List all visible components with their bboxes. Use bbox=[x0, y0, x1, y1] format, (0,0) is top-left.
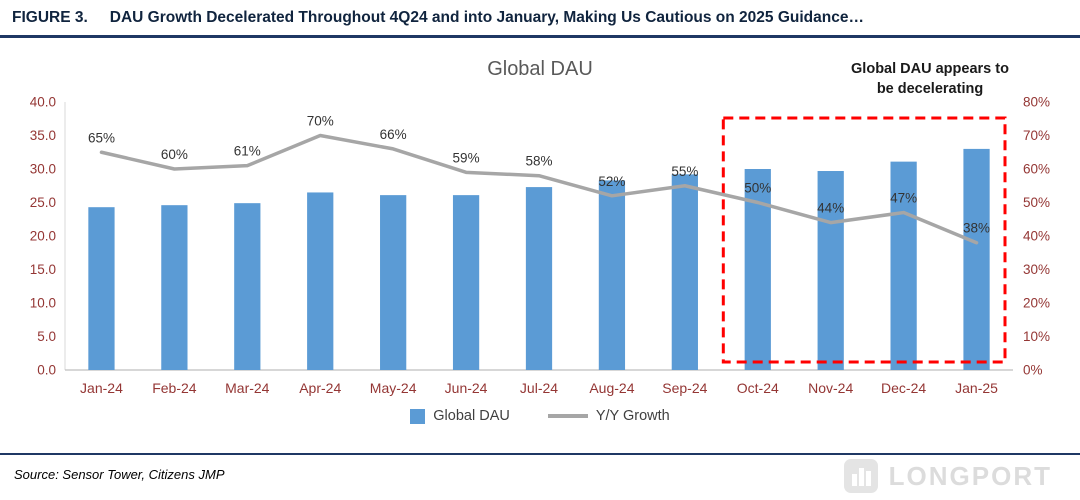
line-data-label-Apr-24: 70% bbox=[307, 114, 334, 129]
bar-May-24 bbox=[380, 195, 407, 370]
legend-label-global-dau: Global DAU bbox=[433, 408, 510, 424]
chart-canvas: 0.0 5.0 10.0 15.0 20.0 25.0 30.0 35.0 40.0 0% 10% 2… bbox=[30, 95, 1050, 397]
left-axis-tick: 0.0 bbox=[37, 363, 56, 378]
x-axis-label: Dec-24 bbox=[881, 380, 926, 396]
bar-Mar-24 bbox=[234, 203, 261, 370]
left-axis-tick: 30.0 bbox=[30, 162, 56, 177]
x-axis-label: Jul-24 bbox=[520, 380, 558, 396]
line-data-label-Jun-24: 59% bbox=[453, 150, 480, 165]
bar-Sep-24 bbox=[671, 174, 698, 370]
x-axis-label: Apr-24 bbox=[299, 380, 341, 396]
x-axis-label: Aug-24 bbox=[589, 380, 634, 396]
left-axis-tick: 40.0 bbox=[30, 95, 56, 110]
line-data-label-Aug-24: 52% bbox=[598, 174, 625, 189]
bar-Jan-25 bbox=[963, 148, 990, 370]
left-axis-tick: 35.0 bbox=[30, 128, 56, 143]
bar-Jun-24 bbox=[452, 195, 480, 370]
line-data-label-Sep-24: 55% bbox=[671, 164, 698, 179]
bar-Jan-24 bbox=[88, 207, 115, 370]
line-data-label-Jan-24: 65% bbox=[88, 130, 115, 145]
left-axis-tick: 25.0 bbox=[30, 195, 56, 210]
bar-Nov-24 bbox=[817, 171, 844, 370]
x-axis-label: Oct-24 bbox=[737, 380, 779, 396]
right-axis-tick: 20% bbox=[1023, 296, 1050, 311]
chart-title: Global DAU bbox=[487, 58, 593, 80]
bar-Jul-24 bbox=[525, 187, 553, 370]
line-data-label-Jul-24: 58% bbox=[525, 154, 552, 169]
x-axis-label: Nov-24 bbox=[808, 380, 853, 396]
bar-Aug-24 bbox=[598, 180, 626, 370]
longport-watermark: LONGPORT bbox=[843, 458, 1052, 494]
right-axis-tick: 30% bbox=[1023, 262, 1050, 277]
right-axis-tick: 60% bbox=[1023, 162, 1050, 177]
yy-growth-line bbox=[99, 133, 979, 245]
x-axis-label: Jun-24 bbox=[445, 380, 488, 396]
x-axis-label: Jan-24 bbox=[80, 380, 123, 396]
line-data-label-Jan-25: 38% bbox=[963, 221, 990, 236]
left-axis-tick: 15.0 bbox=[30, 262, 56, 277]
bar-Feb-24 bbox=[161, 205, 188, 370]
longport-logo-icon bbox=[843, 459, 878, 493]
right-axis-tick: 50% bbox=[1023, 195, 1050, 210]
figure-footer: Source: Sensor Tower, Citizens JMP LONGP… bbox=[0, 453, 1080, 500]
highlight-box bbox=[721, 116, 1007, 364]
legend-item-global-dau: Global DAU bbox=[410, 408, 510, 424]
legend-line-swatch-icon bbox=[547, 414, 588, 418]
line-data-label-Mar-24: 61% bbox=[234, 144, 261, 159]
figure-label: FIGURE 3. bbox=[12, 9, 88, 26]
figure-title: DAU Growth Decelerated Throughout 4Q24 a… bbox=[109, 9, 864, 26]
x-axis-label: Mar-24 bbox=[225, 380, 270, 396]
line-data-label-Dec-24: 47% bbox=[890, 191, 917, 206]
legend-label-yy-growth: Y/Y Growth bbox=[595, 408, 670, 424]
source-note: Source: Sensor Tower, Citizens JMP bbox=[14, 467, 225, 482]
right-axis-tick: 70% bbox=[1023, 128, 1050, 143]
right-axis-tick: 80% bbox=[1023, 95, 1050, 110]
right-axis-tick: 10% bbox=[1023, 329, 1050, 344]
legend-item-yy-growth: Y/Y Growth bbox=[547, 408, 670, 424]
chart-legend: Global DAU Y/Y Growth bbox=[0, 408, 1080, 424]
left-axis-tick: 5.0 bbox=[37, 329, 56, 344]
watermark-text: LONGPORT bbox=[888, 460, 1052, 491]
right-axis-tick: 40% bbox=[1023, 229, 1050, 244]
chart-annotation: Global DAU appears to be decelerating bbox=[851, 61, 1009, 97]
bar-Apr-24 bbox=[307, 192, 334, 370]
legend-bar-swatch-icon bbox=[410, 408, 426, 424]
figure-header: FIGURE 3. DAU Growth Decelerated Througho… bbox=[0, 0, 1080, 38]
line-data-label-Nov-24: 44% bbox=[817, 201, 844, 216]
line-data-label-May-24: 66% bbox=[380, 127, 407, 142]
x-axis-label: Jan-25 bbox=[955, 380, 998, 396]
left-axis-tick: 10.0 bbox=[30, 296, 56, 311]
line-data-label-Feb-24: 60% bbox=[161, 147, 188, 162]
x-axis-label: May-24 bbox=[370, 380, 417, 396]
x-axis-label: Feb-24 bbox=[152, 380, 197, 396]
left-axis-tick: 20.0 bbox=[30, 229, 56, 244]
x-axis-label: Sep-24 bbox=[662, 380, 707, 396]
bar-Dec-24 bbox=[890, 161, 917, 370]
line-data-label-Oct-24: 50% bbox=[744, 181, 771, 196]
right-axis-tick: 0% bbox=[1023, 363, 1043, 378]
